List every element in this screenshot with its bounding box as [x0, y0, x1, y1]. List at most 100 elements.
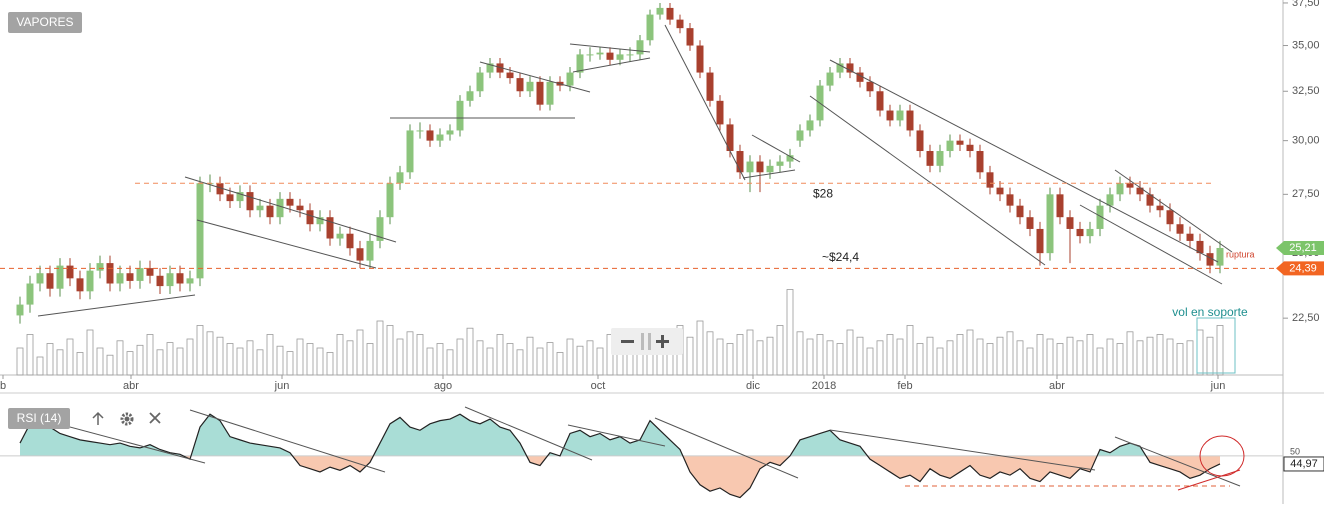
highlight-box — [1196, 317, 1236, 374]
trend-line — [809, 95, 1046, 266]
volume-bar — [446, 349, 454, 376]
candle-body — [1166, 210, 1174, 225]
candle-body — [166, 273, 174, 287]
trend-line — [567, 424, 666, 447]
close-icon[interactable] — [149, 412, 161, 424]
candle-body — [426, 130, 434, 141]
volume-bar — [176, 347, 184, 376]
trend-line — [1114, 436, 1241, 487]
x-tick-label: jun — [1210, 380, 1226, 392]
zoom-control[interactable] — [611, 328, 683, 355]
candle-body — [386, 183, 394, 218]
volume-bar — [1056, 343, 1064, 376]
annotation: ruptura — [1226, 249, 1255, 259]
trend-line — [464, 406, 593, 461]
volume-layer — [16, 289, 1224, 376]
volume-bar — [216, 336, 224, 376]
candle-body — [416, 130, 424, 132]
candle-body — [776, 161, 784, 166]
volume-bar — [456, 338, 464, 376]
volume-bar — [196, 325, 204, 376]
settings-icon[interactable] — [124, 416, 130, 422]
candle-body — [966, 144, 974, 152]
volume-bar — [1096, 347, 1104, 376]
candle-body — [916, 130, 924, 152]
volume-bar — [376, 320, 384, 376]
candle-body — [586, 54, 594, 56]
volume-bar — [1176, 343, 1184, 376]
candle-body — [126, 273, 134, 281]
candle-body — [246, 192, 254, 211]
candle-body — [36, 273, 44, 284]
volume-bar — [846, 329, 854, 376]
candle-body — [136, 268, 144, 281]
volume-bar — [706, 331, 714, 376]
volume-bar — [1116, 343, 1124, 376]
volume-bar — [56, 349, 64, 376]
zoom-handle[interactable] — [641, 333, 644, 350]
volume-bar — [356, 329, 364, 376]
volume-bar — [416, 334, 424, 376]
rsi-tick-label: 50 — [1290, 446, 1300, 456]
candle-body — [216, 183, 224, 195]
volume-bar — [976, 338, 984, 376]
candle-body — [956, 140, 964, 145]
volume-bar — [556, 352, 564, 376]
candle-body — [1156, 205, 1164, 211]
candle-body — [986, 172, 994, 188]
volume-bar — [146, 334, 154, 376]
volume-bar — [246, 340, 254, 376]
candle-body — [656, 7, 664, 15]
zoom-bg — [611, 328, 683, 355]
volume-bar — [536, 347, 544, 376]
volume-bar — [276, 345, 284, 376]
candle-body — [976, 151, 984, 173]
x-tick-label: abr — [123, 380, 139, 392]
candle-body — [1046, 194, 1054, 254]
candle-body — [266, 205, 274, 218]
trend-line — [184, 176, 397, 243]
volume-bar — [406, 331, 414, 376]
candle-body — [536, 81, 544, 105]
volume-bar — [106, 354, 114, 376]
volume-bar — [696, 320, 704, 376]
candle-body — [276, 198, 284, 218]
zoom-in[interactable] — [661, 335, 664, 348]
settings-icon[interactable] — [120, 412, 134, 426]
volume-bar — [686, 336, 694, 376]
volume-bar — [316, 347, 324, 376]
candle-body — [376, 217, 384, 241]
price-badge — [1276, 261, 1324, 276]
volume-bar — [26, 334, 34, 376]
candle-body — [256, 205, 264, 211]
candle-body — [326, 217, 334, 239]
y-tick-label: 35,00 — [1292, 39, 1320, 51]
zoom-handle[interactable] — [648, 333, 651, 350]
volume-bar — [756, 340, 764, 376]
candle-body — [846, 63, 854, 73]
volume-bar — [506, 343, 514, 376]
volume-bar — [866, 347, 874, 376]
move-up-icon[interactable] — [92, 411, 104, 425]
rsi-area-below — [183, 456, 1220, 498]
volume-bar — [516, 349, 524, 376]
volume-bar — [1126, 331, 1134, 376]
candle-body — [56, 265, 64, 289]
volume-bar — [946, 340, 954, 376]
volume-bar — [996, 336, 1004, 376]
volume-bar — [426, 347, 434, 376]
zoom-out[interactable] — [621, 340, 634, 343]
title-badge — [8, 408, 70, 429]
trend-line — [196, 219, 377, 269]
volume-bar — [526, 336, 534, 376]
candle-body — [316, 217, 324, 225]
candle-body — [546, 81, 554, 105]
volume-bar — [926, 336, 934, 376]
candle-body — [46, 273, 54, 289]
volume-bar — [916, 343, 924, 376]
x-tick-label: oct — [591, 380, 606, 392]
last-price-badge — [1276, 240, 1324, 255]
candle-body — [116, 273, 124, 284]
candle-body — [736, 151, 744, 173]
annotation: vol en soporte — [1172, 305, 1248, 319]
